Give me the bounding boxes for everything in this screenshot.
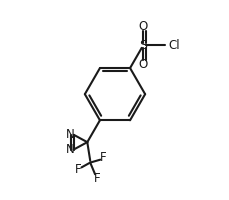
Text: N: N [65,143,74,156]
Text: N: N [65,128,74,141]
Text: O: O [138,58,147,71]
Text: F: F [93,172,100,185]
Text: O: O [138,20,147,33]
Text: F: F [99,151,106,164]
Text: S: S [139,39,147,52]
Text: F: F [74,163,81,176]
Text: Cl: Cl [167,39,179,52]
